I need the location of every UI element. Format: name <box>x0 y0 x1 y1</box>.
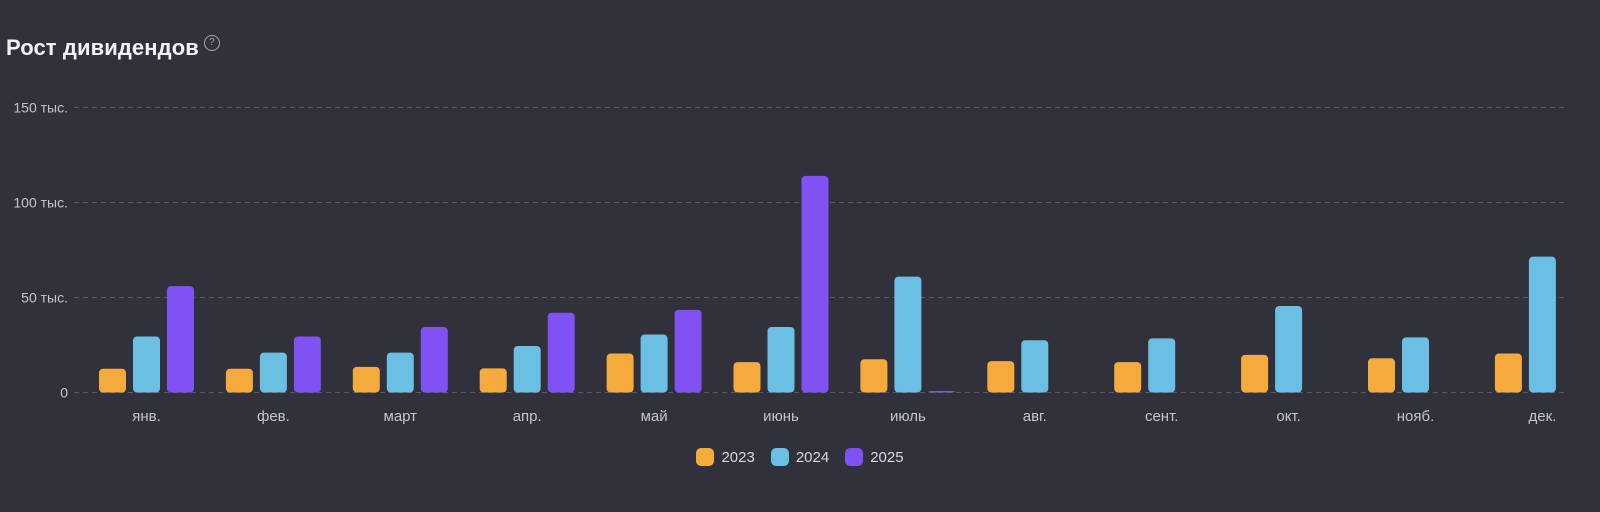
x-tick-label: июнь <box>763 408 799 425</box>
bar-2024-4 <box>640 334 668 393</box>
bar-2023-0 <box>99 368 126 393</box>
legend-swatch <box>770 448 789 466</box>
dividend-bar-chart: 0 50 тыс. 100 тыс. 150 тыс. янв. фев. март апр.… <box>13 100 1568 425</box>
bar-2023-5 <box>733 362 761 393</box>
bar-2023-9 <box>1241 354 1269 393</box>
bar-2023-4 <box>606 353 634 393</box>
chart-legend: 2023 2024 2025 <box>0 448 1600 466</box>
bar-2024-1 <box>259 352 287 393</box>
x-tick-label: нояб. <box>1397 408 1435 425</box>
y-tick-label: 0 <box>60 385 68 401</box>
question-circle-icon[interactable]: ? <box>203 35 220 51</box>
legend-item-2025[interactable]: 2025 <box>845 448 904 466</box>
x-tick-label: март <box>384 408 418 425</box>
legend-item-2023[interactable]: 2023 <box>696 448 755 466</box>
legend-label: 2024 <box>795 448 830 466</box>
bar-2023-7 <box>987 361 1015 393</box>
bar-2024-9 <box>1275 306 1303 393</box>
bar-2023-10 <box>1368 358 1395 393</box>
bar-2025-6 <box>928 391 956 393</box>
y-tick-label: 50 тыс. <box>21 290 68 306</box>
legend-swatch <box>845 448 864 466</box>
x-tick-label: окт. <box>1276 408 1300 425</box>
x-tick-label: дек. <box>1528 408 1556 425</box>
bar-2024-8 <box>1148 338 1176 393</box>
bar-2024-11 <box>1528 256 1556 393</box>
x-tick-label: фев. <box>257 408 290 425</box>
x-tick-label: апр. <box>513 408 542 425</box>
legend-item-2024[interactable]: 2024 <box>770 448 830 466</box>
bar-2025-2 <box>420 326 448 393</box>
bar-2023-2 <box>352 366 380 393</box>
legend-label: 2023 <box>721 448 755 466</box>
bar-2024-5 <box>767 326 795 393</box>
bar-2024-2 <box>386 352 414 393</box>
bar-2025-3 <box>547 312 575 393</box>
bar-2024-0 <box>133 336 160 393</box>
bar-2024-7 <box>1021 340 1049 393</box>
bar-2023-3 <box>479 368 507 393</box>
x-tick-label: сент. <box>1145 408 1179 425</box>
bar-2023-1 <box>225 368 253 393</box>
chart-header: Рост дивидендов ? <box>6 32 220 64</box>
bar-2024-6 <box>894 276 922 393</box>
bar-2023-11 <box>1494 353 1522 393</box>
x-tick-label: янв. <box>132 408 161 425</box>
legend-label: 2025 <box>870 448 904 466</box>
x-tick-label: авг. <box>1023 408 1047 425</box>
chart-title: Рост дивидендов <box>6 35 199 60</box>
y-tick-label: 150 тыс. <box>13 100 68 116</box>
bar-2024-3 <box>513 345 541 393</box>
legend-swatch <box>696 448 715 466</box>
bar-2025-4 <box>674 309 702 393</box>
bar-2025-0 <box>167 286 194 393</box>
bar-2023-6 <box>860 359 888 393</box>
bar-2023-8 <box>1114 362 1142 393</box>
bar-2025-1 <box>293 336 321 393</box>
bar-2024-10 <box>1402 337 1429 393</box>
y-tick-label: 100 тыс. <box>13 195 68 211</box>
bar-2025-5 <box>801 175 829 393</box>
x-tick-label: июль <box>890 408 926 425</box>
x-tick-label: май <box>641 408 668 425</box>
